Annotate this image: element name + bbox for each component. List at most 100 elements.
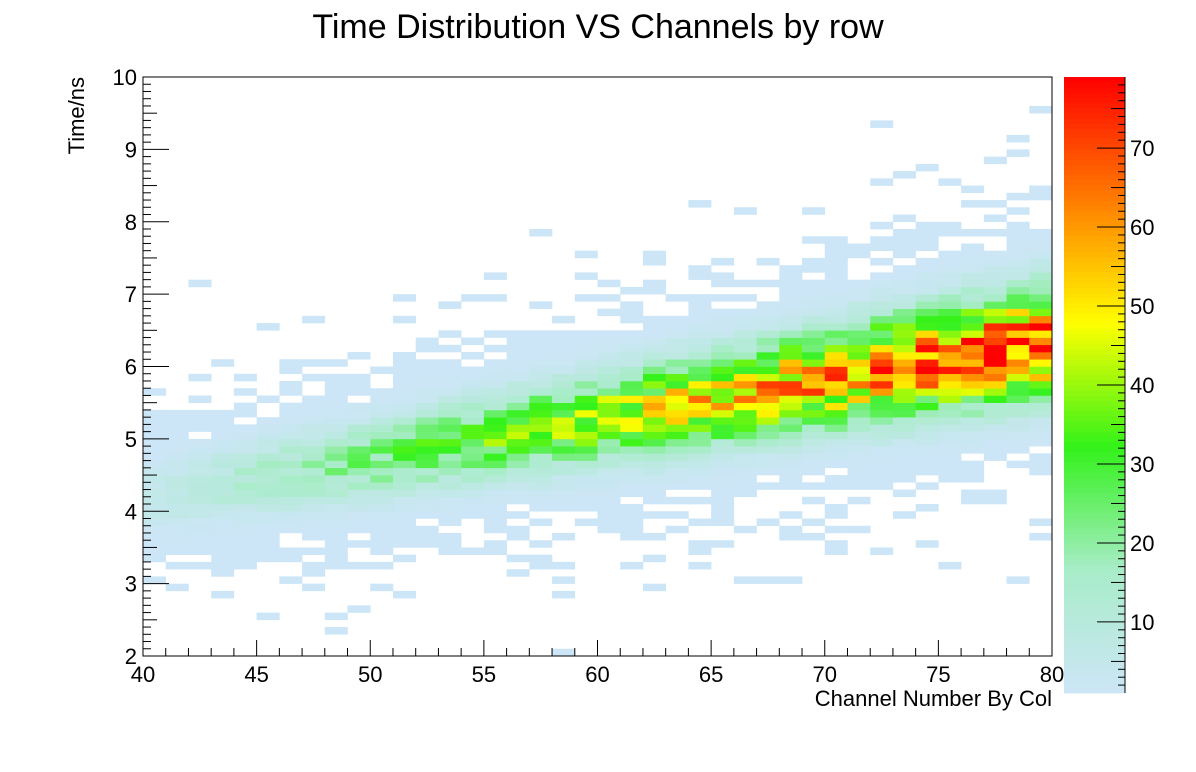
heatmap-cell — [892, 453, 916, 461]
heatmap-cell — [597, 380, 621, 389]
heatmap-cell — [302, 547, 326, 555]
heatmap-cell — [165, 518, 189, 527]
heatmap-cell — [211, 496, 235, 505]
heatmap-cell — [574, 344, 598, 353]
colorbar-segment — [1064, 282, 1125, 288]
heatmap-cell — [461, 504, 485, 512]
heatmap-cell — [392, 359, 416, 367]
heatmap-cell — [892, 301, 916, 309]
heatmap-cell — [779, 272, 803, 280]
heatmap-cell — [370, 583, 394, 592]
colorbar-segment — [1064, 497, 1125, 504]
heatmap-cell — [415, 380, 439, 389]
heatmap-cell — [1029, 380, 1053, 389]
x-tick-label: 45 — [244, 662, 268, 687]
heatmap-cell — [938, 446, 962, 454]
heatmap-cell — [779, 366, 803, 375]
heatmap-cell — [802, 236, 826, 244]
heatmap-cell — [415, 482, 439, 490]
heatmap-cell — [642, 388, 666, 396]
heatmap-cell — [165, 504, 189, 512]
heatmap-cell — [483, 402, 507, 411]
colorbar-segment — [1064, 359, 1125, 365]
heatmap-cell — [779, 482, 803, 490]
heatmap-cell — [529, 330, 553, 338]
heatmap-cell — [324, 388, 348, 396]
heatmap-cell — [1029, 272, 1053, 280]
heatmap-cell — [1029, 185, 1053, 194]
heatmap-cell — [461, 373, 485, 382]
heatmap-cell — [961, 228, 985, 237]
heatmap-cell — [529, 380, 553, 389]
colorbar-segment — [1064, 272, 1125, 278]
heatmap-cell — [847, 294, 871, 302]
heatmap-cell — [870, 279, 894, 288]
heatmap-cell — [415, 424, 439, 432]
heatmap-cell — [1029, 243, 1053, 251]
colorbar-segment — [1064, 349, 1125, 355]
heatmap-cell — [529, 453, 553, 461]
heatmap-cell — [915, 221, 939, 230]
heatmap-cell — [961, 185, 985, 194]
heatmap-cell — [733, 337, 757, 346]
heatmap-cell — [506, 395, 530, 403]
heatmap-cell — [211, 359, 235, 367]
heatmap-cell — [279, 489, 303, 498]
heatmap-cell — [688, 301, 712, 309]
heatmap-cell — [1006, 446, 1030, 454]
heatmap-cell — [802, 330, 826, 338]
heatmap-cell — [915, 373, 939, 382]
heatmap-cell — [392, 417, 416, 425]
heatmap-cell — [1029, 308, 1053, 317]
heatmap-cell — [665, 511, 689, 519]
heatmap-cell — [279, 438, 303, 447]
heatmap-cell — [597, 431, 621, 440]
heatmap-cell — [574, 496, 598, 505]
heatmap-cell — [802, 431, 826, 440]
heatmap-cell — [915, 395, 939, 403]
heatmap-cell — [938, 475, 962, 483]
heatmap-cell — [688, 366, 712, 375]
heatmap-cell — [892, 388, 916, 396]
colorbar-segment — [1064, 328, 1125, 335]
heatmap-cell — [256, 489, 280, 498]
heatmap-cell — [347, 373, 371, 382]
heatmap-cell — [688, 547, 712, 555]
heatmap-cell — [733, 475, 757, 483]
heatmap-cell — [756, 431, 780, 440]
heatmap-cell — [302, 525, 326, 534]
heatmap-cell — [847, 250, 871, 259]
heatmap-cell — [552, 475, 576, 483]
heatmap-cell — [392, 352, 416, 360]
heatmap-cell — [824, 431, 848, 440]
heatmap-cell — [733, 366, 757, 375]
heatmap-cell — [279, 576, 303, 584]
heatmap-cell — [779, 294, 803, 302]
heatmap-cell — [552, 482, 576, 490]
heatmap-cell — [461, 482, 485, 490]
heatmap-cell — [711, 366, 735, 375]
heatmap-cell — [1006, 272, 1030, 280]
heatmap-cell — [461, 467, 485, 476]
heatmap-cell — [415, 388, 439, 396]
heatmap-cell — [779, 532, 803, 541]
heatmap-cell — [256, 554, 280, 563]
heatmap-cell — [824, 315, 848, 324]
heatmap-cell — [324, 438, 348, 447]
heatmap-cell — [824, 402, 848, 411]
heatmap-cell — [824, 453, 848, 461]
heatmap-cell — [688, 424, 712, 432]
heatmap-cell — [597, 496, 621, 505]
heatmap-cell — [802, 352, 826, 360]
heatmap-cell — [983, 315, 1007, 324]
heatmap-cell — [529, 496, 553, 505]
heatmap-cell — [642, 453, 666, 461]
heatmap-cell — [870, 257, 894, 266]
heatmap-cell — [779, 409, 803, 418]
heatmap-cell — [302, 431, 326, 440]
heatmap-cell — [188, 409, 212, 418]
heatmap-cell — [370, 424, 394, 432]
heatmap-cell — [961, 308, 985, 317]
heatmap-cell — [620, 286, 644, 295]
heatmap-cell — [938, 409, 962, 418]
